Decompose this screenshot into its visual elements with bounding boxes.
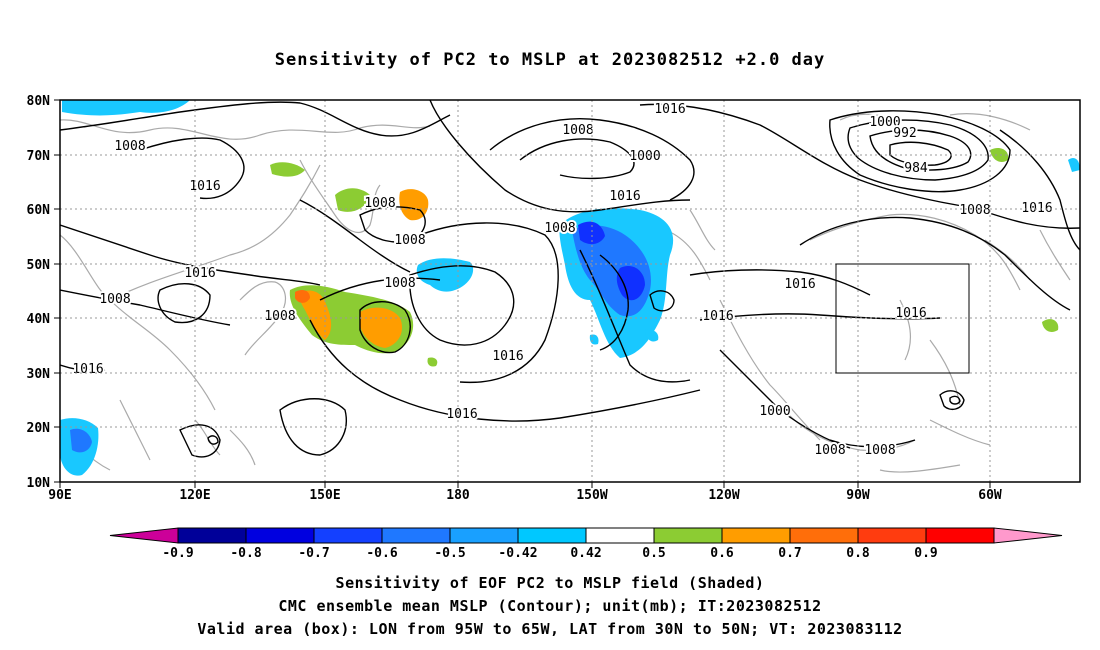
shade-small-blue-2: [589, 334, 599, 345]
caption-line-3: Valid area (box): LON from 95W to 65W, L…: [197, 620, 903, 638]
lat-label-20n: 20N: [27, 421, 51, 436]
lon-label-120e: 120E: [179, 488, 210, 503]
colorbar-swatch: [857, 527, 927, 544]
colorbar-swatch: [381, 527, 451, 544]
contour-label-hudson-bay-center: 984: [904, 161, 928, 176]
lat-label-30n: 30N: [27, 367, 51, 382]
colorbar-swatch: [653, 527, 723, 544]
colorbar-label: -0.8: [230, 546, 261, 561]
contour-label-hudson-bay-outer: 1000: [869, 115, 900, 130]
lon-label-90e: 90E: [48, 488, 71, 503]
shade-bering-dark: [578, 221, 605, 245]
colorbar-swatch: [789, 527, 859, 544]
shade-sib-green: [270, 162, 305, 177]
colorbar-swatch: [177, 527, 247, 544]
contour-label-mexico: 1008: [814, 443, 845, 458]
lon-label-150e: 150E: [309, 488, 340, 503]
colorbar-high-end: [993, 527, 1063, 544]
shade-bering-dark-2: [616, 265, 645, 301]
shade-india-mid: [70, 428, 92, 453]
lon-label-150w: 150W: [576, 488, 607, 503]
sensitivity-shading: [60, 100, 1080, 476]
lon-label-180: 180: [446, 488, 470, 503]
colorbar-label: 0.5: [642, 546, 665, 561]
colorbar-low-end: [109, 527, 179, 544]
lon-label-120w: 120W: [708, 488, 739, 503]
contour-label-subtropical-pacific: 1016: [702, 309, 733, 324]
colorbar-swatch: [313, 527, 383, 544]
colorbar-label: 0.9: [914, 546, 937, 561]
lat-label-50n: 50N: [27, 258, 51, 273]
gridlines: [60, 100, 1080, 482]
contour-label-aleutian-south: 1016: [609, 189, 640, 204]
colorbar-swatch: [925, 527, 995, 544]
contour-label-great-plains: 1016: [895, 306, 926, 321]
contour-label-siberia: 1016: [189, 179, 220, 194]
colorbar-swatch: [245, 527, 315, 544]
shade-arctic-blue: [1068, 158, 1080, 172]
map-frame: [59, 99, 1081, 483]
map-title: Sensitivity of PC2 to MSLP at 2023082512…: [274, 50, 826, 70]
lat-label-70n: 70N: [27, 149, 51, 164]
contour-label-caribbean-west: 1008: [864, 443, 895, 458]
colorbar-swatch: [449, 527, 519, 544]
contour-label-north-pacific-center: 1000: [629, 149, 660, 164]
lat-label-40n: 40N: [27, 312, 51, 327]
tick-marks: [54, 99, 991, 488]
colorbar-label: -0.7: [298, 546, 329, 561]
colorbar: -0.9 -0.8 -0.7 -0.6 -0.5 -0.42 0.42 0.5 0.6 0.7 0.…: [109, 527, 1063, 561]
colorbar-label: 0.8: [846, 546, 870, 561]
shade-pacific-blue: [416, 258, 474, 292]
colorbar-swatch: [721, 527, 791, 544]
colorbar-swatch: [585, 527, 655, 544]
contour-label-okhotsk: 1008: [99, 292, 130, 307]
contour-label-south-china: 1000: [759, 404, 790, 419]
shade-sib-blue: [62, 100, 190, 116]
shade-japan-dark: [295, 290, 310, 303]
contour-label-gulf-alaska: 1008: [562, 123, 593, 138]
shade-small-green: [427, 357, 438, 367]
contour-label-california: 1016: [784, 277, 815, 292]
valid-area-box: [835, 263, 970, 374]
lat-label-80n: 80N: [27, 94, 51, 109]
colorbar-swatch: [517, 527, 587, 544]
contour-label-manchuria: 1016: [184, 266, 215, 281]
lat-labels: 80N 70N 60N 50N 40N 30N 20N 10N: [27, 94, 51, 491]
lat-label-60n: 60N: [27, 203, 51, 218]
colorbar-label: 0.7: [778, 546, 801, 561]
lat-label-10n: 10N: [27, 476, 51, 491]
contour-label-labrador: 1008: [959, 203, 990, 218]
shade-greenland-green: [990, 148, 1009, 162]
lon-label-90w: 90W: [846, 488, 870, 503]
contour-label-north-pacific-top: 1016: [654, 102, 685, 117]
caption-line-1: Sensitivity of EOF PC2 to MSLP field (Sh…: [335, 574, 765, 592]
contour-label-japan: 1008: [384, 276, 415, 291]
contour-label-central-pacific: 1016: [446, 407, 477, 422]
contour-label-nw-pacific: 1016: [492, 349, 523, 364]
lon-label-60w: 60W: [978, 488, 1002, 503]
shade-japan-orange: [299, 290, 332, 340]
contour-label-caribbean-east: 1008: [544, 221, 575, 236]
contour-label-east-us: 1016: [72, 362, 103, 377]
contour-label-north-pacific-ring: 1008: [114, 139, 145, 154]
colorbar-label: -0.42: [498, 546, 537, 561]
shade-kamchatka-orange: [399, 189, 429, 221]
mslp-contours: [60, 100, 1080, 458]
contour-label-hudson-bay-mid: 992: [893, 126, 916, 141]
colorbar-label: -0.9: [162, 546, 193, 561]
colorbar-label: 0.42: [570, 546, 601, 561]
shade-kamchatka-green: [335, 188, 370, 212]
shade-atlantic-orange: [1042, 319, 1059, 333]
contour-label-sakhalin: 1008: [394, 233, 425, 248]
colorbar-label: -0.5: [434, 546, 465, 561]
lon-labels: 90E 120E 150E 180 150W 120W 90W 60W: [48, 488, 1002, 503]
colorbar-label: 0.6: [710, 546, 734, 561]
contour-label-siberia-west: 1008: [364, 196, 395, 211]
colorbar-label: -0.6: [366, 546, 397, 561]
caption-line-2: CMC ensemble mean MSLP (Contour); unit(m…: [278, 597, 822, 615]
shade-small-blue-1: [645, 329, 659, 342]
contour-label-china-north: 1008: [264, 309, 295, 324]
